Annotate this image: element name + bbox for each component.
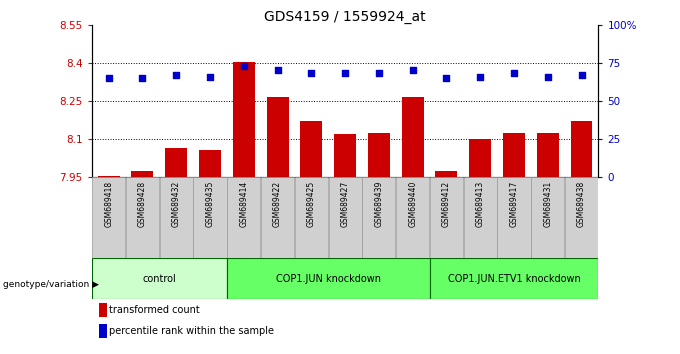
Text: GSM689422: GSM689422 [273,181,282,227]
Point [103,75,114,81]
Bar [126,177,159,258]
Text: COP1.JUN.ETV1 knockdown: COP1.JUN.ETV1 knockdown [447,274,580,284]
Point [373,71,384,76]
Bar [227,258,430,299]
Text: GSM689431: GSM689431 [543,181,552,227]
Text: GSM689432: GSM689432 [172,181,181,227]
Text: GSM689414: GSM689414 [239,181,248,227]
Text: COP1.JUN knockdown: COP1.JUN knockdown [275,274,381,284]
Point [576,72,587,78]
Bar [537,133,559,177]
Bar [396,177,429,258]
Point [171,72,182,78]
Bar [261,177,294,258]
Text: GSM689427: GSM689427 [341,181,350,227]
Bar [165,148,187,177]
Bar [267,97,288,177]
Text: GSM689428: GSM689428 [138,181,147,227]
Bar [227,177,260,258]
Bar [464,177,497,258]
Point [306,71,317,76]
Bar [301,121,322,177]
Text: control: control [143,274,176,284]
Text: GSM689439: GSM689439 [375,181,384,228]
Bar [328,177,362,258]
Bar [497,177,530,258]
Bar [199,150,221,177]
Text: GSM689438: GSM689438 [577,181,586,227]
Bar [334,134,356,177]
Bar [469,139,491,177]
Text: GSM689413: GSM689413 [476,181,485,227]
Bar [98,176,120,177]
Bar [362,177,396,258]
Point [272,68,283,73]
Title: GDS4159 / 1559924_at: GDS4159 / 1559924_at [265,10,426,24]
Bar [294,177,328,258]
Text: GSM689417: GSM689417 [509,181,518,227]
Point [475,74,486,79]
Text: GSM689440: GSM689440 [408,181,417,228]
Bar [92,177,125,258]
Point [340,71,351,76]
Bar [368,133,390,177]
Bar [131,171,154,177]
Bar [430,258,598,299]
Bar [430,177,463,258]
Text: GSM689435: GSM689435 [205,181,214,228]
Bar [435,171,458,177]
Text: percentile rank within the sample: percentile rank within the sample [109,326,275,336]
Point [239,63,250,69]
Bar [503,133,525,177]
Bar [233,62,255,177]
Text: GSM689412: GSM689412 [442,181,451,227]
Bar [531,177,564,258]
Point [137,75,148,81]
Point [441,75,452,81]
Bar [571,121,592,177]
Point [205,74,216,79]
Bar [565,177,598,258]
Text: transformed count: transformed count [109,305,200,315]
Point [509,71,520,76]
Bar [402,97,424,177]
Text: genotype/variation ▶: genotype/variation ▶ [3,280,99,289]
Point [543,74,554,79]
Bar [92,258,227,299]
Bar [160,177,193,258]
Text: GSM689425: GSM689425 [307,181,316,227]
Text: GSM689418: GSM689418 [104,181,113,227]
Point [407,68,418,73]
Bar [193,177,226,258]
